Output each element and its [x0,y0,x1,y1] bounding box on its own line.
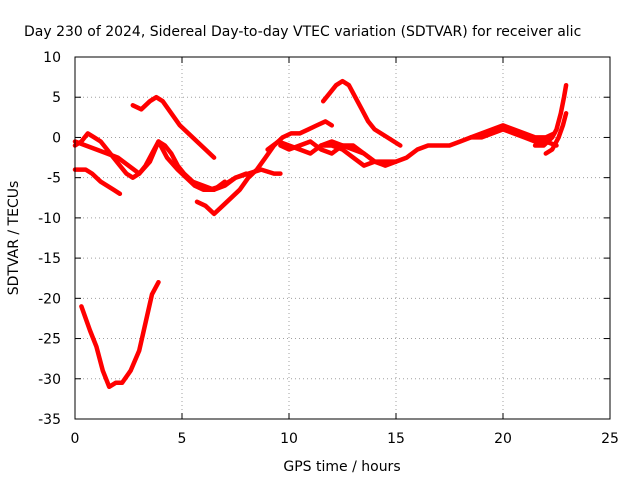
y-tick-label: -25 [38,332,61,348]
series-arc-7 [196,167,283,192]
y-tick-label: -20 [38,291,61,307]
series-arc-4 [79,279,161,390]
axis-ticks: 10 5 0 -5 -10 -15 -20 -25 -30 -35 0 5 10 15 20 25 [38,50,619,447]
y-tick-label: 5 [52,90,61,106]
y-tick-label: 0 [52,130,61,146]
y-tick-label: 10 [43,50,61,66]
x-tick-label: 25 [601,431,619,447]
x-tick-label: 20 [494,431,512,447]
x-tick-label: 0 [71,431,80,447]
plot-frame [74,56,611,420]
series-arc-12 [468,123,557,140]
series-arc-13 [532,82,569,148]
series-arc-10 [320,78,403,148]
chart-title: Day 230 of 2024, Sidereal Day-to-day VTE… [24,24,581,40]
y-tick-label: -5 [47,171,61,187]
series-group [72,78,569,390]
y-tick-label: -35 [38,412,61,428]
x-tick-label: 5 [178,431,187,447]
grid [75,57,610,419]
series-arc-5 [130,94,217,160]
x-axis-title: GPS time / hours [283,459,400,475]
series-arc-11 [318,127,559,168]
series-arc-6 [194,119,335,217]
y-axis-title: SDTVAR / TECUs [6,181,22,296]
y-tick-label: -15 [38,251,61,267]
series-arc-14 [543,111,569,156]
y-tick-label: -30 [38,372,61,388]
y-tick-label: -10 [38,211,61,227]
x-tick-label: 10 [280,431,298,447]
x-tick-label: 15 [387,431,405,447]
series-arc-3 [72,167,123,197]
